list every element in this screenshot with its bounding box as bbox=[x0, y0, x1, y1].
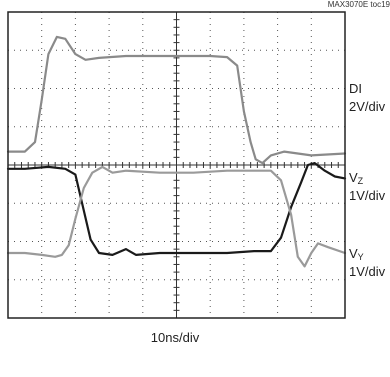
channel-scale-di: 2V/div bbox=[349, 99, 386, 114]
channel-label-vz: VZ bbox=[349, 170, 363, 189]
traces bbox=[6, 35, 347, 268]
trace-vy bbox=[6, 165, 347, 268]
channel-scale-vy: 1V/div bbox=[349, 264, 386, 279]
channel-label-vy: VY bbox=[349, 246, 364, 265]
vz-main: V bbox=[349, 170, 358, 185]
x-axis-label: 10ns/div bbox=[150, 330, 200, 345]
vy-main: V bbox=[349, 246, 358, 261]
vz-sub: Z bbox=[357, 176, 364, 186]
channel-scale-vz: 1V/div bbox=[349, 188, 386, 203]
figure-reference: MAX3070E toc19 bbox=[327, 0, 390, 9]
channel-label-di: DI bbox=[349, 81, 362, 96]
plot-frame bbox=[7, 11, 346, 319]
vy-sub: Y bbox=[357, 252, 364, 262]
graticule bbox=[7, 11, 346, 319]
trace-vz bbox=[6, 162, 347, 256]
trace-di bbox=[6, 35, 347, 165]
